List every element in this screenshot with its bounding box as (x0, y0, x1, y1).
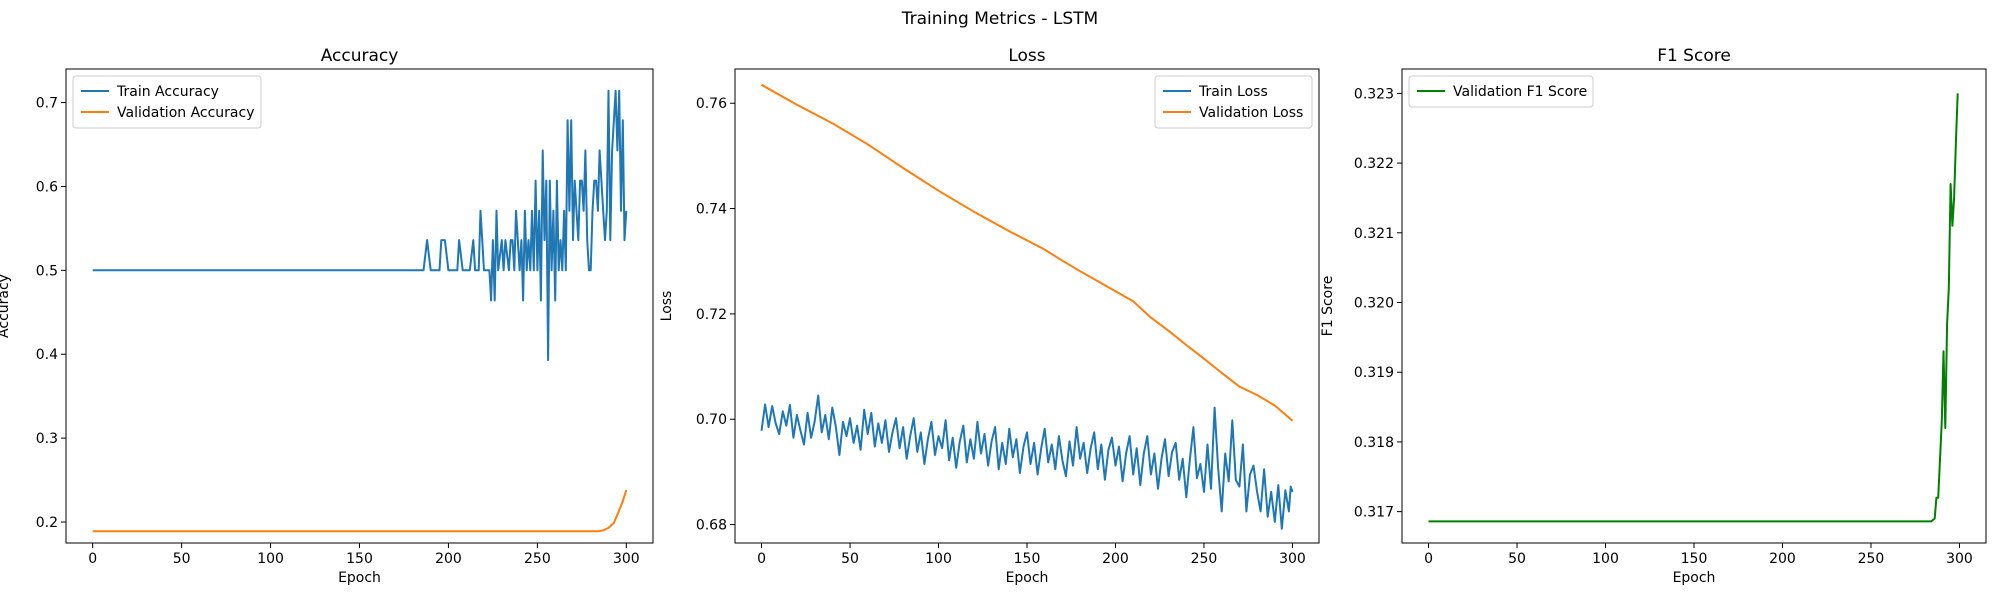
figure-title: Training Metrics - LSTM (901, 9, 1099, 29)
loss-x-tick-label: 200 (1102, 551, 1129, 567)
f1-score-y-tick-label: 0.318 (1354, 435, 1394, 451)
f1-score-title: F1 Score (1657, 46, 1731, 66)
loss-y-tick-label: 0.68 (696, 518, 727, 534)
accuracy-x-tick-label: 250 (524, 551, 551, 567)
train-loss-legend-label: Train Loss (1198, 84, 1268, 100)
validation-accuracy-legend-label: Validation Accuracy (117, 105, 255, 121)
f1-score-x-axis-label: Epoch (1673, 570, 1716, 586)
f1-score-x-tick-label: 100 (1592, 551, 1619, 567)
f1-score-plot-frame (1401, 68, 1987, 544)
validation-accuracy-line (92, 489, 628, 533)
accuracy-x-tick-label: 50 (173, 551, 191, 567)
loss-x-tick-label: 100 (925, 551, 952, 567)
f1-score-x-tick-label: 200 (1769, 551, 1796, 567)
f1-score-x-tick-label: 150 (1681, 551, 1708, 567)
accuracy-y-tick-label: 0.6 (36, 179, 58, 195)
accuracy-legend-box (72, 75, 262, 129)
validation-loss-line (761, 83, 1294, 422)
f1-score-legend: Validation F1 Score (1408, 75, 1594, 108)
accuracy-x-axis-label: Epoch (338, 570, 381, 586)
accuracy-plot-frame (65, 68, 654, 544)
accuracy-y-tick-label: 0.7 (36, 96, 58, 112)
f1-score-y-tick-label: 0.317 (1354, 505, 1394, 521)
loss-y-tick-label: 0.70 (696, 412, 727, 428)
accuracy-x-tick-label: 100 (257, 551, 284, 567)
f1-score-y-tick-label: 0.321 (1354, 226, 1394, 242)
accuracy-panel: Accuracy 0 50 100 150 200 250 300 0.2 0.3 0.4 0.5 0.… (0, 46, 654, 586)
f1-score-x-tick-label: 50 (1508, 551, 1526, 567)
loss-legend-box (1154, 75, 1313, 129)
validation-loss-legend-label: Validation Loss (1199, 105, 1303, 121)
loss-x-axis-label: Epoch (1006, 570, 1049, 586)
accuracy-y-tick-label: 0.4 (36, 347, 58, 363)
loss-y-tick-label: 0.72 (696, 307, 727, 323)
loss-y-tick-label: 0.76 (696, 96, 727, 112)
loss-x-tick-label: 150 (1014, 551, 1041, 567)
f1-score-y-tick-label: 0.320 (1354, 296, 1394, 312)
f1-score-y-axis-label: F1 Score (1320, 276, 1336, 337)
f1-score-x-tick-label: 250 (1858, 551, 1885, 567)
f1-score-y-tick-label: 0.323 (1354, 86, 1394, 102)
accuracy-x-tick-label: 300 (613, 551, 640, 567)
accuracy-x-tick-label: 0 (88, 551, 97, 567)
train-loss-line (760, 394, 1294, 530)
train-accuracy-line (92, 89, 628, 362)
validation-f1-score-legend-label: Validation F1 Score (1453, 84, 1587, 100)
train-accuracy-legend-label: Train Accuracy (116, 84, 219, 100)
loss-title: Loss (1008, 46, 1045, 66)
loss-x-tick-label: 250 (1191, 551, 1218, 567)
f1-score-legend-box (1408, 75, 1594, 108)
loss-plot-frame (734, 68, 1320, 544)
loss-x-tick-label: 50 (841, 551, 859, 567)
f1-score-panel: F1 Score 0 50 100 150 200 250 300 0.317 0.318 0.31… (1320, 46, 1987, 586)
f1-score-y-tick-label: 0.319 (1354, 365, 1394, 381)
loss-panel: Loss 0 50 100 150 200 250 300 0.68 0.70 0.72 0.74 0.… (659, 46, 1320, 586)
validation-f1-score-line (1428, 93, 1959, 523)
loss-y-axis-label: Loss (659, 291, 675, 322)
accuracy-y-tick-label: 0.2 (36, 515, 58, 531)
accuracy-x-tick-label: 150 (346, 551, 373, 567)
loss-y-tick-label: 0.74 (696, 202, 727, 218)
accuracy-y-tick-label: 0.3 (36, 431, 58, 447)
accuracy-x-tick-label: 200 (435, 551, 462, 567)
f1-score-x-tick-label: 300 (1946, 551, 1973, 567)
loss-x-tick-label: 0 (757, 551, 766, 567)
accuracy-y-tick-label: 0.5 (36, 263, 58, 279)
accuracy-title: Accuracy (321, 46, 399, 66)
loss-legend: Train Loss Validation Loss (1154, 75, 1313, 129)
loss-x-tick-label: 300 (1279, 551, 1306, 567)
f1-score-y-tick-label: 0.322 (1354, 156, 1394, 172)
accuracy-legend: Train Accuracy Validation Accuracy (72, 75, 262, 129)
accuracy-y-axis-label: Accuracy (0, 274, 12, 338)
f1-score-x-tick-label: 0 (1424, 551, 1433, 567)
